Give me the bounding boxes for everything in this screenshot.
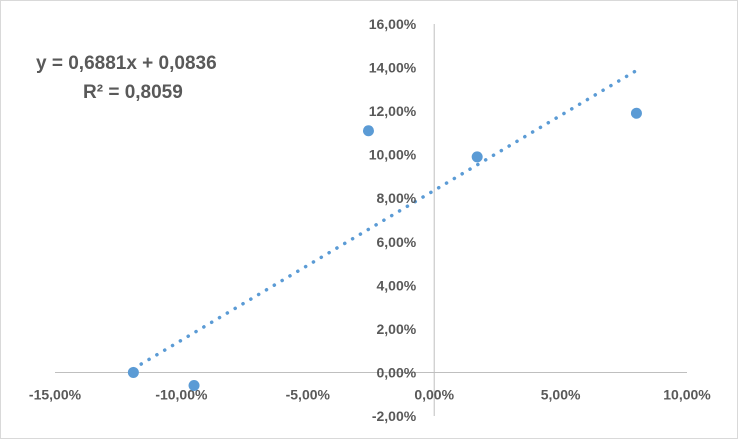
data-point (362, 125, 374, 137)
x-tick-label: -10,00% (155, 386, 208, 402)
y-tick-label: 10,00% (369, 147, 417, 163)
r-squared-label: R² = 0,8059 (83, 82, 183, 103)
trendline (131, 68, 639, 371)
y-tick-label: 0,00% (376, 364, 416, 380)
y-tick-label: 2,00% (376, 321, 416, 337)
y-tick-label: 6,00% (376, 234, 416, 250)
y-tick-label: 4,00% (376, 277, 416, 293)
x-tick-label: 5,00% (541, 386, 581, 402)
x-tick-label: 0,00% (414, 386, 454, 402)
x-tick-label: -15,00% (29, 386, 82, 402)
y-tick-label: 16,00% (369, 16, 417, 32)
y-tick-label: -2,00% (372, 408, 417, 424)
x-tick-label: -5,00% (286, 386, 331, 402)
y-tick-label: 12,00% (369, 103, 417, 119)
data-points (127, 107, 642, 392)
y-tick-label: 8,00% (376, 190, 416, 206)
trendline-equation-label: y = 0,6881x + 0,0836 (36, 53, 217, 74)
data-point (188, 380, 200, 392)
y-tick-label: 14,00% (369, 60, 417, 76)
data-point (630, 107, 642, 119)
x-tick-label: 10,00% (663, 386, 711, 402)
x-tick-labels: -15,00% -10,00% -5,00% 0,00% 5,00% 10,00% (29, 386, 711, 402)
data-point (471, 151, 483, 163)
data-point (127, 366, 139, 378)
y-tick-labels: -2,00% 0,00% 2,00% 4,00% 6,00% 8,00% 10,00% 12,… (369, 16, 417, 424)
